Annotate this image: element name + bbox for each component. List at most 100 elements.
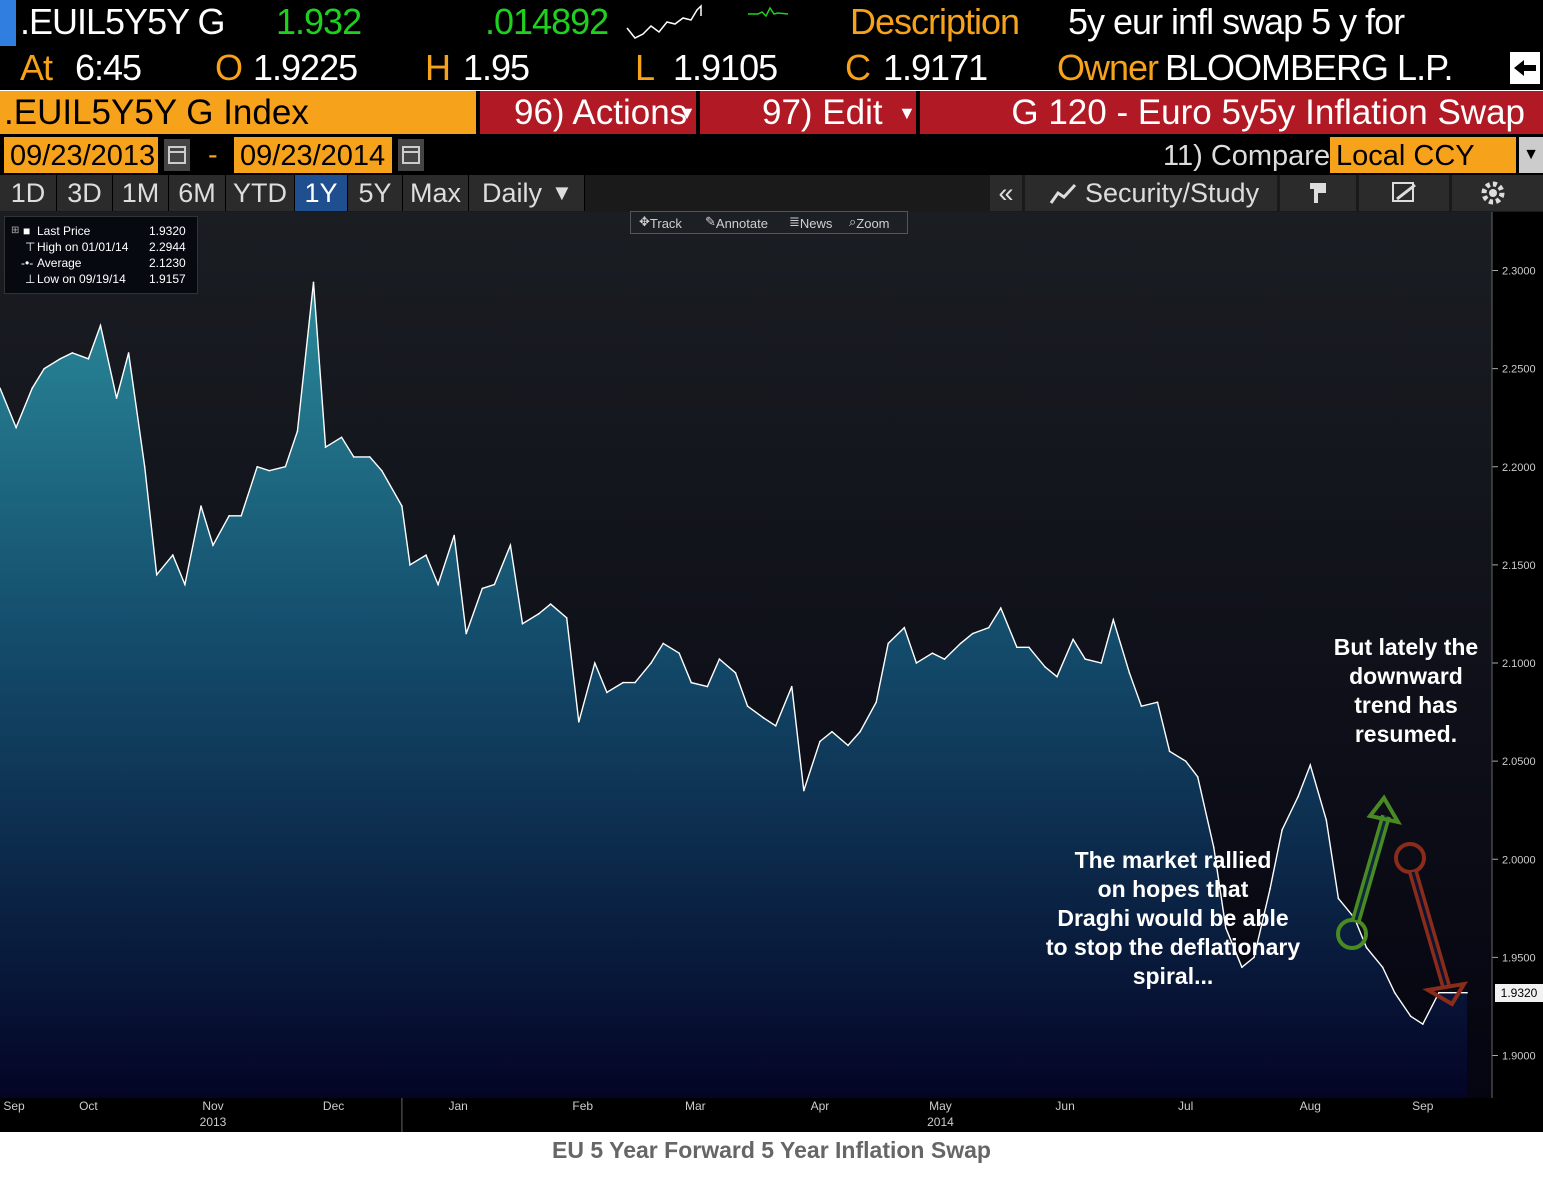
data-point [509,544,512,547]
x-tick-label: Dec [323,1099,344,1113]
data-point [1337,897,1340,900]
data-point [240,515,242,517]
legend-avg-value: 2.1230 [149,256,186,270]
data-point [87,358,90,360]
tab-1m[interactable]: 1M [113,175,169,211]
data-point [1450,991,1452,994]
end-date-input[interactable]: 09/23/2014 [234,137,392,173]
tab-6m[interactable]: 6M [169,175,226,211]
chevron-down-icon[interactable]: ▼ [1519,137,1543,173]
data-point [718,658,721,660]
track-button[interactable]: ✥ Track [639,214,682,231]
gear-icon[interactable] [1452,175,1543,211]
legend-low-value: 1.9157 [149,272,186,286]
data-point [1281,829,1283,831]
period-tabs: 1D 3D 1M 6M YTD 1Y 5Y Max Daily ▼ « Secu… [0,175,1543,212]
data-point [746,705,749,707]
open-value: 1.9225 [253,47,358,88]
data-point [1100,662,1103,664]
last-price-label: 1.9320 [1501,986,1538,1000]
resume-line: trend has [1354,692,1458,718]
data-point [943,658,946,660]
calendar-icon[interactable] [398,139,424,171]
data-point [155,573,158,576]
data-point [1084,658,1086,660]
owner: BLOOMBERG L.P. [1165,47,1453,88]
zoom-button[interactable]: ⌕ Zoom [849,214,890,231]
data-point [1056,675,1058,678]
data-point [915,662,918,664]
description-label: Description [850,1,1020,42]
data-point [1140,705,1143,707]
legend-tree-icon: ⊞ [11,225,20,236]
year-label: 2013 [200,1115,227,1129]
data-point [831,730,833,733]
tab-max[interactable]: Max [403,175,469,211]
tab-5y[interactable]: 5Y [348,175,403,211]
tab-1y[interactable]: 1Y [295,175,348,211]
currency-select[interactable]: Local CCY [1330,137,1516,173]
rally-line: on hopes that [1097,876,1249,902]
actions-menu[interactable]: 96) Actions ▼ [480,91,696,134]
edit-menu[interactable]: 97) Edit ▼ [700,91,916,134]
data-point [1393,991,1396,994]
data-point [634,681,636,684]
y-tick-label: 2.3000 [1502,266,1536,278]
data-point [481,587,484,590]
data-point [15,426,17,429]
security-field[interactable]: .EUIL5Y5Y G Index [0,91,476,134]
frequency-select[interactable]: Daily ▼ [469,175,585,211]
y-tick-label: 2.1000 [1502,658,1536,670]
last-price-marker: 1.9320 [1495,984,1543,1002]
calendar-icon[interactable] [164,139,190,171]
data-point [622,681,624,684]
news-button[interactable]: ≣ News [789,214,833,231]
data-point [549,603,552,605]
news-label: News [799,216,833,231]
data-point [437,583,439,586]
low-label: L [635,47,655,88]
chart-caption: EU 5 Year Forward 5 Year Inflation Swap [552,1137,991,1163]
data-point [493,583,496,586]
command-cursor[interactable] [0,0,16,46]
data-point [931,652,934,654]
data-point [409,564,411,566]
tab-1d[interactable]: 1D [0,175,57,211]
rally-annotation: The market rallied on hopes that Draghi … [1030,846,1316,991]
data-point [887,642,890,645]
security-study-button[interactable]: Security/Study [1025,175,1277,211]
resume-line: But lately the [1333,634,1479,660]
data-point [959,642,962,645]
data-point [312,281,315,284]
data-point [1184,760,1187,762]
flag-icon[interactable] [1280,175,1356,211]
exit-icon[interactable] [1510,52,1540,84]
y-tick-label: 2.0500 [1502,756,1536,768]
data-point [1212,846,1215,849]
intraday-sparkline-icon [748,6,788,18]
data-point [577,721,580,723]
low-value: 1.9105 [673,47,778,88]
data-point [1168,750,1171,753]
resume-line: downward [1349,663,1463,689]
close-label: C [845,47,871,88]
data-point [1241,966,1243,968]
chart-legend[interactable]: ⊞ ■ Last Price 1.9320 ⊤ High on 01/01/14… [4,216,198,294]
data-point [143,465,146,468]
data-point [662,642,664,645]
y-tick-label: 1.9500 [1502,952,1536,964]
tab-3d[interactable]: 3D [57,175,113,211]
x-tick-label: Aug [1300,1099,1321,1113]
y-tick-label: 2.2500 [1502,364,1536,376]
price-chart[interactable]: 2.3000 2.2500 2.2000 2.1500 2.1000 2.0500 2.00… [0,212,1543,1132]
collapse-button[interactable]: « [990,175,1022,211]
edit-chart-icon[interactable] [1359,175,1449,211]
last-price: 1.932 [276,1,362,42]
data-point [987,626,990,629]
tab-ytd[interactable]: YTD [226,175,295,211]
compare-button[interactable]: 11) Compare [1163,140,1331,172]
data-point [465,632,468,635]
annotate-button[interactable]: ✎ Annotate [705,214,768,231]
start-date-input[interactable]: 09/23/2013 [4,137,158,173]
page-title: G 120 - Euro 5y5y Inflation Swap [920,91,1543,134]
